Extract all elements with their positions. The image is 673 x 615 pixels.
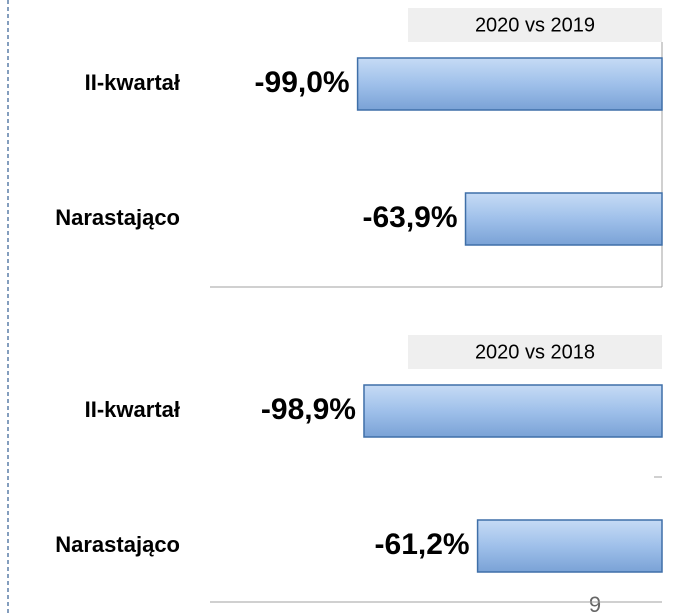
value-label: -63,9% bbox=[362, 201, 457, 234]
category-label: Narastająco bbox=[55, 205, 180, 230]
value-label: -61,2% bbox=[375, 528, 470, 561]
bar bbox=[476, 519, 663, 573]
category-label: II-kwartał bbox=[85, 397, 180, 422]
bar bbox=[363, 384, 663, 438]
category-label: Narastająco bbox=[55, 532, 180, 557]
value-label: -98,9% bbox=[261, 393, 356, 426]
bar bbox=[356, 57, 663, 111]
subtitle-box bbox=[408, 335, 662, 369]
bar bbox=[464, 192, 663, 246]
category-label: II-kwartał bbox=[85, 70, 180, 95]
value-label: -99,0% bbox=[255, 66, 350, 99]
subtitle-box bbox=[408, 8, 662, 42]
subtitle: 2020 vs 2019 bbox=[475, 14, 595, 36]
page-number: 9 bbox=[589, 592, 601, 615]
subtitle: 2020 vs 2018 bbox=[475, 341, 595, 363]
